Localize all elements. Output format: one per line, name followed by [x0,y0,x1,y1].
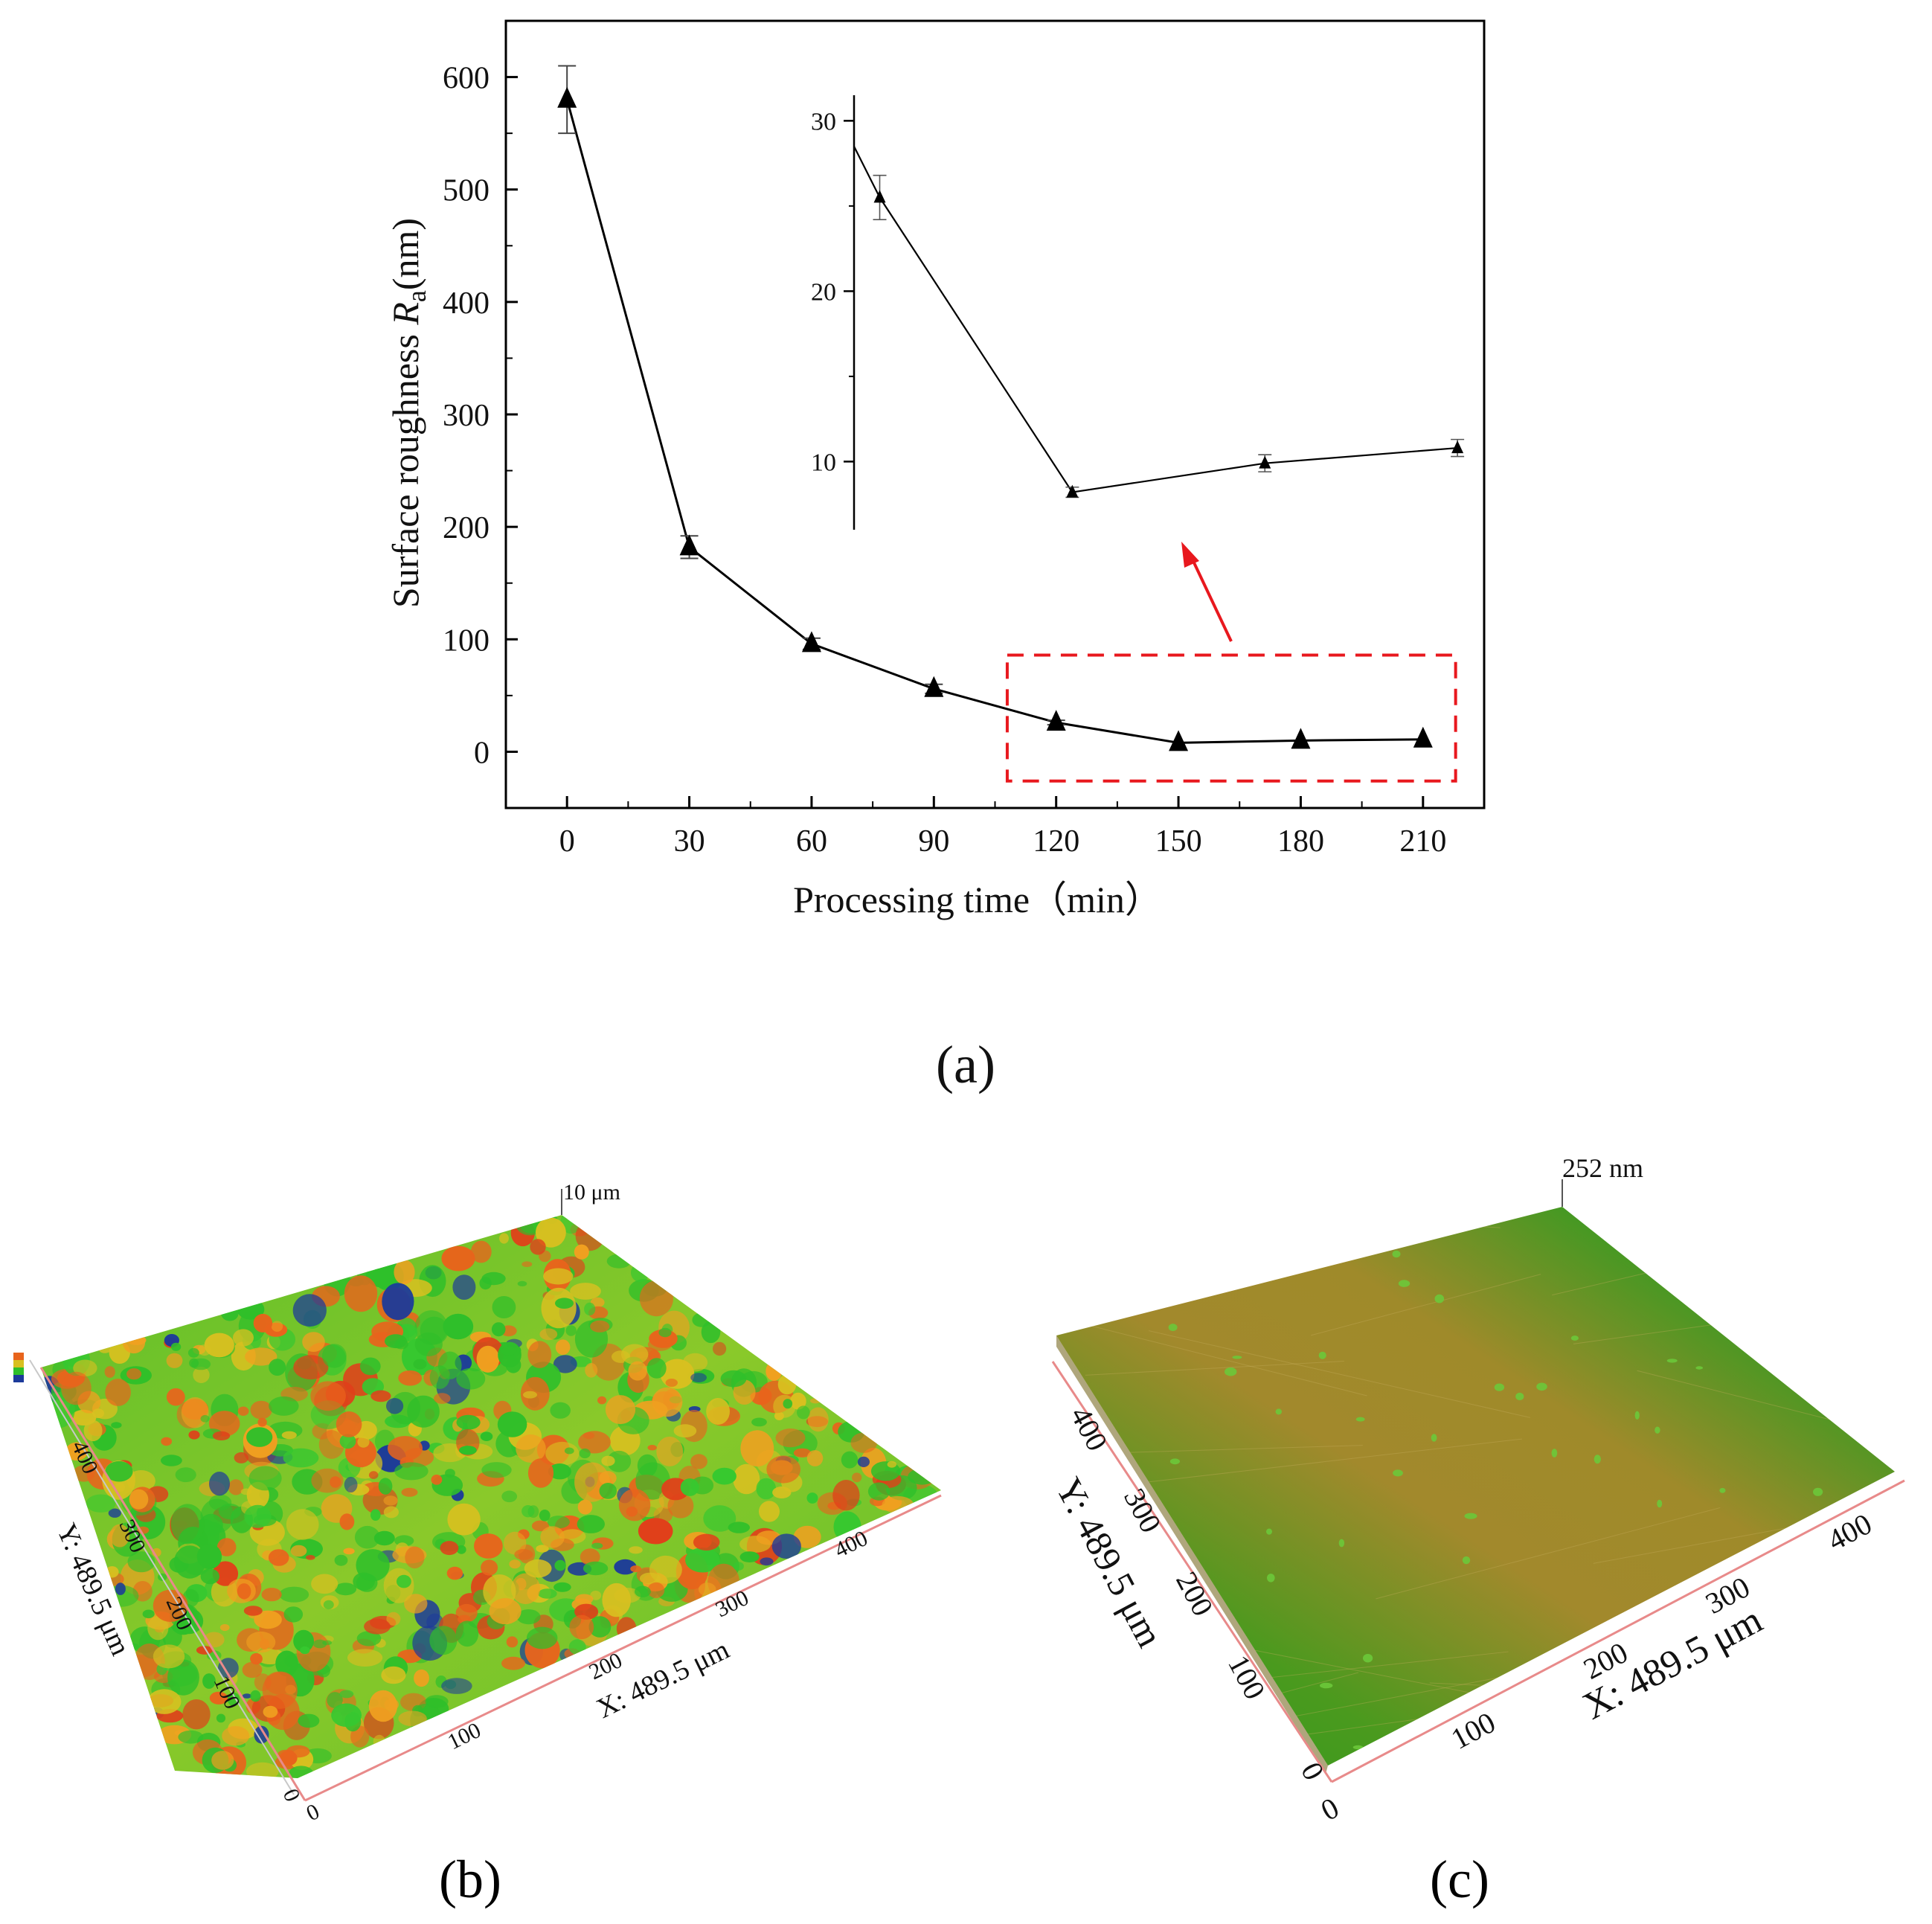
inset-y-tick-label: 30 [811,108,836,135]
rough-x-axis-label: X: 489.5 μm [592,1634,734,1725]
y-axis-title-subscript: a [402,290,431,302]
inset-data-point [1066,484,1079,498]
rough-x-tick-0: 0 [303,1799,324,1826]
x-tick-label: 150 [1155,824,1202,859]
y-axis-title-unit: (nm) [385,218,426,290]
rough-surface-texture [41,1215,939,1778]
data-point-triangle [557,86,577,108]
zoom-arrow [1181,542,1233,642]
inset-data-point [1451,440,1464,454]
highlight-region-box [1005,653,1457,783]
rough-color-bar [13,1353,24,1382]
inset-series-line [853,146,1458,493]
data-points [557,86,1433,751]
rough-x-tick-200: 200 [585,1648,626,1684]
y-tick-label: 200 [443,511,490,545]
y-axis-title-main: Surface roughness [385,325,426,608]
y-axis-ticks: 0 100 200 300 400 500 600 [443,62,518,770]
data-point-triangle [924,676,944,697]
surface-3d-smooth: 252 nm 400 300 200 100 0 Y: 489.5 μm 0 1… [1047,1153,1905,1909]
smooth-z-label: 252 nm [1562,1153,1643,1183]
x-tick-label: 60 [796,824,827,859]
smooth-surface [1056,1207,1895,1766]
data-point-triangle [801,631,821,652]
smooth-x-axis-line [1331,1479,1905,1783]
panel-a-label: (a) [936,1035,995,1094]
x-tick-label: 0 [559,824,575,859]
x-tick-label: 30 [674,824,705,859]
inset-error-bars [873,174,1465,498]
rough-x-tick-300: 300 [712,1585,753,1622]
inset-y-tick-label: 20 [811,278,836,306]
y-tick-label: 100 [443,623,490,658]
y-tick-label: 300 [443,399,490,433]
inset-data-point [873,190,886,203]
rough-y-axis-line [39,1367,307,1801]
rough-y-tick-0: 0 [278,1785,305,1805]
series-line [565,99,1423,744]
inset-data-point [1259,455,1271,469]
x-axis-ticks: 0 30 60 90 120 150 180 210 [559,796,1446,859]
rough-z-label: 10 μm [563,1180,620,1205]
y-tick-label: 0 [474,736,490,770]
smooth-x-tick-0: 0 [1315,1791,1344,1827]
y-tick-label: 600 [443,62,490,96]
x-tick-label: 180 [1277,824,1324,859]
panel-c-label: (c) [1430,1850,1489,1909]
data-point-triangle [1169,730,1189,751]
y-tick-label: 500 [443,174,490,208]
y-axis-title: Surface roughness Ra(nm) [385,218,431,608]
x-axis-title: Processing time（min） [793,879,1162,920]
smooth-x-tick-400: 400 [1822,1507,1877,1557]
smooth-y-tick-0: 0 [1294,1757,1331,1786]
data-point-triangle [679,534,699,556]
x-tick-label: 210 [1399,824,1446,859]
smooth-y-axis-line [1051,1361,1333,1783]
y-tick-label: 400 [443,286,490,321]
data-point-triangle [1413,726,1433,748]
x-tick-label: 120 [1033,824,1079,859]
inset-y-ticks: 10 20 30 [811,108,854,476]
smooth-x-tick-100: 100 [1445,1705,1501,1756]
rough-x-axis-line [304,1494,942,1802]
error-bars [558,65,1065,726]
data-point-triangle [1046,710,1066,731]
y-axis-title-symbol: R [385,302,426,326]
inset-data-points [873,190,1464,498]
surface-3d-rough: 10 μm 400 300 200 100 0 Y: 489.5 μm 0 10… [13,1180,942,1909]
rough-x-tick-100: 100 [444,1718,485,1754]
x-tick-label: 90 [918,824,949,859]
data-point-triangle [1291,728,1311,749]
inset-y-tick-label: 10 [811,449,836,476]
inset-chart: 10 20 30 [811,95,1465,530]
panel-b-label: (b) [439,1850,501,1909]
